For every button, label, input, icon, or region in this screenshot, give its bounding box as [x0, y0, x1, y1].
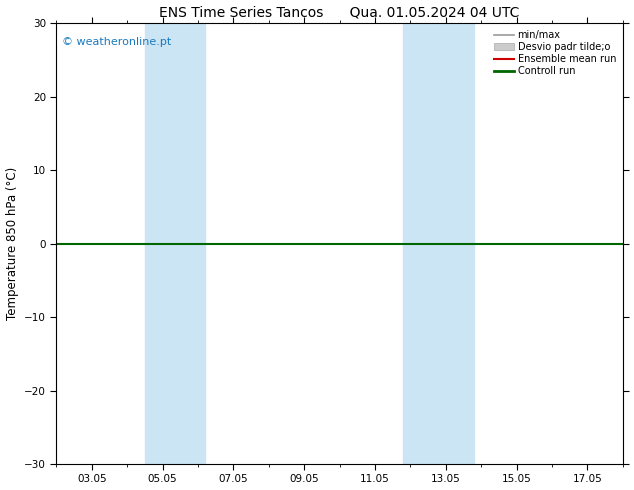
- Bar: [403, 24, 474, 464]
- Y-axis label: Temperature 850 hPa (°C): Temperature 850 hPa (°C): [6, 167, 18, 320]
- Title: ENS Time Series Tancos      Qua. 01.05.2024 04 UTC: ENS Time Series Tancos Qua. 01.05.2024 0…: [160, 5, 520, 20]
- Text: © weatheronline.pt: © weatheronline.pt: [62, 37, 171, 47]
- Bar: [145, 24, 205, 464]
- Legend: min/max, Desvio padr tilde;o, Ensemble mean run, Controll run: min/max, Desvio padr tilde;o, Ensemble m…: [493, 28, 618, 78]
